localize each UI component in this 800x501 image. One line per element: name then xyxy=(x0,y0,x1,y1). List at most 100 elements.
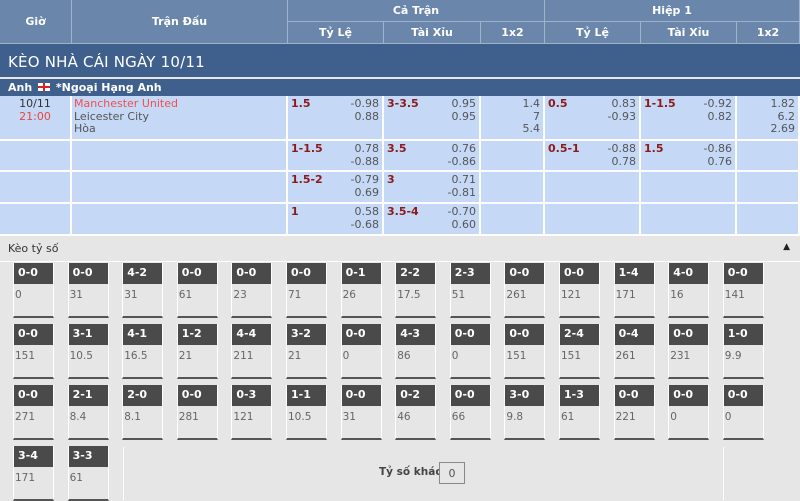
score-odds: 31 xyxy=(342,411,356,423)
odds-value[interactable]: 0.78 xyxy=(354,142,380,155)
odds-1x2-value[interactable]: 1.82 xyxy=(770,97,796,110)
score-card[interactable]: 1-0 9.9 xyxy=(722,324,764,379)
score-card[interactable]: 0-0 261 xyxy=(504,263,546,318)
odds-value[interactable]: 0.76 xyxy=(707,154,733,168)
score-card[interactable]: 0-0 66 xyxy=(449,385,491,440)
odds-value[interactable]: 0.71 xyxy=(451,173,477,186)
odds-value[interactable]: 0.76 xyxy=(451,142,477,155)
odds-value[interactable]: -0.92 xyxy=(703,97,732,110)
odds-value[interactable]: 0.83 xyxy=(611,97,637,110)
match-date: 10/11 xyxy=(19,97,51,110)
score-label: 0-0 xyxy=(14,385,53,406)
odds-1x2-value[interactable]: 2.69 xyxy=(770,122,796,135)
score-card[interactable]: 0-0 71 xyxy=(286,263,327,318)
odds-cell: 1-1.5 0.78 -0.88 xyxy=(288,141,384,172)
header-ca-tran: Cả Trận xyxy=(288,0,545,22)
other-score-value[interactable]: 0 xyxy=(439,462,465,484)
odds-value[interactable]: -0.70 xyxy=(447,205,476,218)
odds-value[interactable]: -0.98 xyxy=(350,97,379,110)
odds-value[interactable]: -0.81 xyxy=(447,185,476,199)
score-card[interactable]: 4-4 211 xyxy=(231,324,273,379)
odds-value[interactable]: 0.69 xyxy=(354,185,380,199)
score-card[interactable]: 1-3 61 xyxy=(559,385,600,440)
header-ft-1x2: 1x2 xyxy=(481,22,545,44)
odds-1x2-value[interactable]: 7 xyxy=(533,109,540,123)
score-card[interactable]: 0-0 31 xyxy=(340,385,382,440)
score-card[interactable]: 0-0 0 xyxy=(449,324,491,379)
score-card[interactable]: 0-0 0 xyxy=(668,385,710,440)
odds-value[interactable]: 0.82 xyxy=(707,109,733,123)
score-card[interactable]: 3-4 171 xyxy=(13,446,54,501)
score-card[interactable]: 0-0 231 xyxy=(668,324,710,379)
odds-value[interactable]: -0.88 xyxy=(607,142,636,155)
score-card[interactable]: 3-2 21 xyxy=(286,324,327,379)
score-odds: 151 xyxy=(15,350,36,362)
score-card[interactable]: 2-2 17.5 xyxy=(395,263,437,318)
score-card[interactable]: 0-0 0 xyxy=(13,263,54,318)
score-odds: 231 xyxy=(670,350,691,362)
score-card[interactable]: 2-1 8.4 xyxy=(67,385,109,440)
score-card[interactable]: 0-0 0 xyxy=(722,385,764,440)
odds-1x2-value[interactable]: 1.4 xyxy=(522,97,541,110)
score-card[interactable]: 0-2 46 xyxy=(395,385,437,440)
odds-value[interactable]: 0.95 xyxy=(451,109,477,123)
correct-score-header[interactable]: Kèo tỷ số ▲ xyxy=(0,236,800,262)
handicap-line: 0.5-1 xyxy=(548,142,580,155)
odds-value[interactable]: -0.79 xyxy=(350,173,379,186)
score-label: 1-3 xyxy=(560,385,599,406)
score-card[interactable]: 4-3 86 xyxy=(395,324,437,379)
score-card[interactable]: 4-2 31 xyxy=(122,263,164,318)
score-card[interactable]: 0-1 26 xyxy=(340,263,382,318)
score-card[interactable]: 2-3 51 xyxy=(449,263,491,318)
odds-value[interactable]: -0.68 xyxy=(350,217,379,231)
odds-1x2-value[interactable]: 6.2 xyxy=(777,109,796,123)
odds-value[interactable]: 0.95 xyxy=(451,97,477,110)
score-label: 3-0 xyxy=(505,385,545,406)
score-card[interactable]: 0-0 151 xyxy=(504,324,546,379)
score-card[interactable]: 0-4 261 xyxy=(613,324,655,379)
score-label: 3-2 xyxy=(287,324,326,345)
odds-value[interactable]: 0.58 xyxy=(354,205,380,218)
score-label: 0-0 xyxy=(614,385,654,406)
odds-cell xyxy=(72,172,288,204)
odds-1x2-value[interactable]: 5.4 xyxy=(522,122,541,135)
score-card[interactable]: 0-0 121 xyxy=(559,263,600,318)
league-row[interactable]: Anh *Ngoại Hạng Anh xyxy=(0,79,800,96)
score-card[interactable]: 0-3 121 xyxy=(231,385,273,440)
score-card[interactable]: 2-0 8.1 xyxy=(122,385,164,440)
odds-value[interactable]: 0.60 xyxy=(451,217,477,231)
score-label: 0-0 xyxy=(723,385,763,406)
score-card[interactable]: 4-1 16.5 xyxy=(122,324,164,379)
score-card[interactable]: 3-1 10.5 xyxy=(67,324,109,379)
score-card[interactable]: 0-0 271 xyxy=(13,385,54,440)
score-label: 0-0 xyxy=(669,385,709,406)
score-card[interactable]: 0-0 151 xyxy=(13,324,54,379)
odds-value[interactable]: -0.88 xyxy=(350,154,379,168)
score-card[interactable]: 0-0 221 xyxy=(613,385,655,440)
score-card[interactable]: 0-0 31 xyxy=(67,263,109,318)
score-card[interactable]: 3-0 9.8 xyxy=(504,385,546,440)
score-card[interactable]: 3-3 61 xyxy=(67,446,109,501)
handicap-line: 3.5-4 xyxy=(387,205,419,218)
score-card[interactable]: 0-0 61 xyxy=(176,263,218,318)
away-team[interactable]: Leicester City xyxy=(74,109,149,123)
score-card[interactable]: 2-4 151 xyxy=(559,324,600,379)
home-team[interactable]: Manchester United xyxy=(74,97,178,110)
score-card[interactable]: 1-2 21 xyxy=(176,324,218,379)
score-card[interactable]: 0-0 23 xyxy=(231,263,273,318)
score-odds: 21 xyxy=(178,350,193,362)
score-card[interactable]: 4-0 16 xyxy=(668,263,710,318)
odds-value[interactable]: 0.78 xyxy=(611,154,637,168)
score-card[interactable]: 1-1 10.5 xyxy=(286,385,327,440)
odds-value[interactable]: 0.88 xyxy=(354,109,380,123)
odds-value[interactable]: -0.86 xyxy=(447,154,476,168)
score-card[interactable]: 0-0 0 xyxy=(340,324,382,379)
score-card[interactable]: 1-4 171 xyxy=(613,263,655,318)
score-card[interactable]: 0-0 281 xyxy=(176,385,218,440)
score-card[interactable]: 0-0 141 xyxy=(722,263,764,318)
odds-value[interactable]: -0.93 xyxy=(607,109,636,123)
score-label: 0-1 xyxy=(341,263,381,284)
triangle-up-icon[interactable]: ▲ xyxy=(783,242,790,252)
score-odds: 261 xyxy=(506,289,527,301)
odds-value[interactable]: -0.86 xyxy=(703,142,732,155)
